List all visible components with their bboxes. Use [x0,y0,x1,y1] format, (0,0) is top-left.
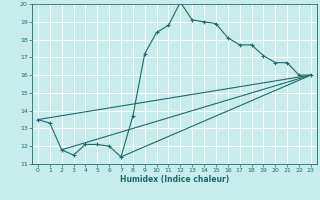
X-axis label: Humidex (Indice chaleur): Humidex (Indice chaleur) [120,175,229,184]
